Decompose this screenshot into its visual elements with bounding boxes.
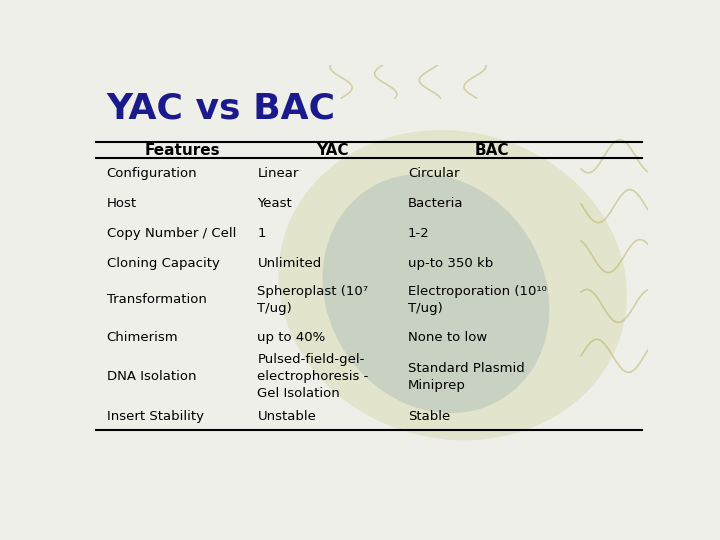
Text: up to 40%: up to 40% <box>258 331 325 344</box>
Text: Stable: Stable <box>408 410 450 423</box>
Text: Insert Stability: Insert Stability <box>107 410 204 423</box>
Text: YAC vs BAC: YAC vs BAC <box>107 92 336 126</box>
Text: Linear: Linear <box>258 167 299 180</box>
Text: YAC: YAC <box>317 143 349 158</box>
Text: up-to 350 kb: up-to 350 kb <box>408 256 493 269</box>
Text: Configuration: Configuration <box>107 167 197 180</box>
Text: Host: Host <box>107 197 137 210</box>
Text: Pulsed-field-gel-
electrophoresis -
Gel Isolation: Pulsed-field-gel- electrophoresis - Gel … <box>258 353 369 400</box>
Text: Standard Plasmid
Miniprep: Standard Plasmid Miniprep <box>408 362 525 392</box>
Text: Chimerism: Chimerism <box>107 331 179 344</box>
Ellipse shape <box>323 174 549 413</box>
Text: Cloning Capacity: Cloning Capacity <box>107 256 220 269</box>
Text: DNA Isolation: DNA Isolation <box>107 370 197 383</box>
Text: None to low: None to low <box>408 331 487 344</box>
Text: 1: 1 <box>258 227 266 240</box>
Ellipse shape <box>279 130 627 440</box>
Text: Bacteria: Bacteria <box>408 197 464 210</box>
Text: Circular: Circular <box>408 167 459 180</box>
Text: Unlimited: Unlimited <box>258 256 322 269</box>
Text: 1-2: 1-2 <box>408 227 430 240</box>
Text: Transformation: Transformation <box>107 293 207 306</box>
Text: BAC: BAC <box>474 143 509 158</box>
Text: Yeast: Yeast <box>258 197 292 210</box>
Text: Spheroplast (10⁷
T/ug): Spheroplast (10⁷ T/ug) <box>258 285 369 315</box>
Text: Electroporation (10¹⁰
T/ug): Electroporation (10¹⁰ T/ug) <box>408 285 547 315</box>
Text: Copy Number / Cell: Copy Number / Cell <box>107 227 236 240</box>
Text: Unstable: Unstable <box>258 410 316 423</box>
Text: Features: Features <box>144 143 220 158</box>
